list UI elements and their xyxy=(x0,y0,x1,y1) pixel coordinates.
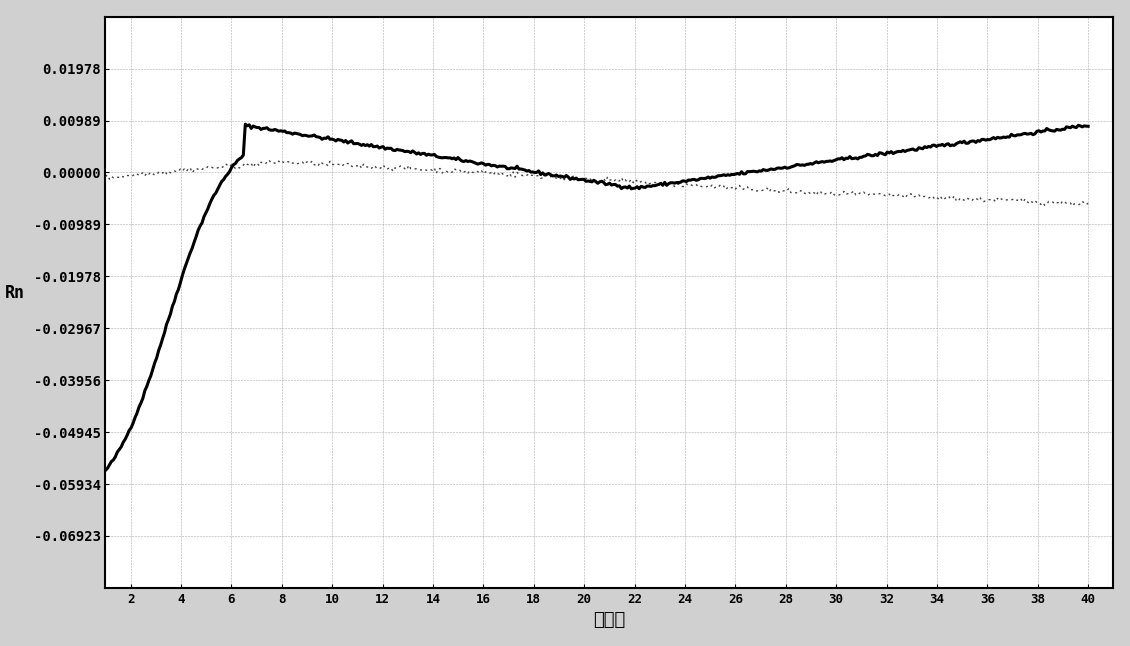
X-axis label: 循环数: 循环数 xyxy=(593,611,626,629)
Y-axis label: Rn: Rn xyxy=(5,284,25,302)
